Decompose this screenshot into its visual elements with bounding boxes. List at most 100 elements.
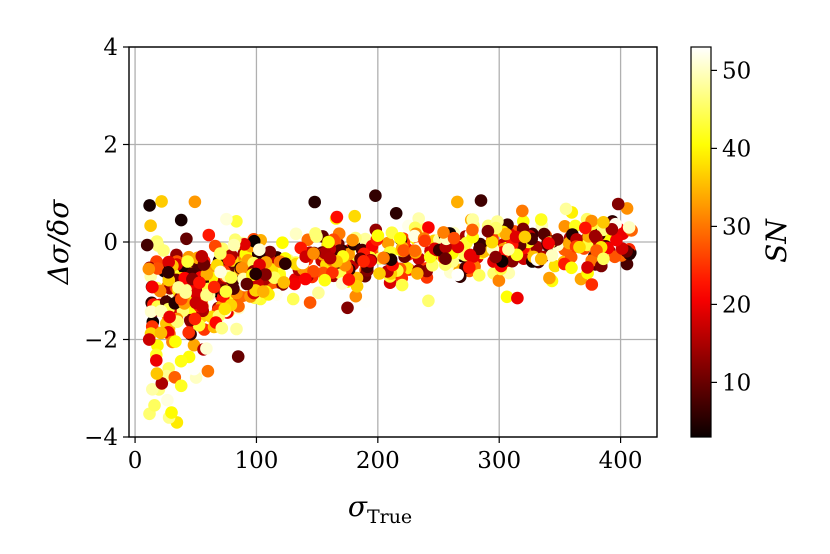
scatter-point [323,251,337,265]
scatter-point [605,223,619,236]
scatter-point [463,248,477,262]
scatter-point [142,262,156,276]
scatter-point [154,326,168,340]
scatter-point [230,215,243,228]
scatter-point [341,301,354,315]
scatter-point [330,210,344,224]
scatter-point [349,289,363,303]
scatter-point [151,262,165,275]
scatter-point [395,278,409,292]
scatter-point [451,268,465,282]
axes: 0 100 200 300 400 4 2 0 −2 −4 [84,35,658,474]
y-axis-label: Δσ/δσ [42,199,75,286]
scatter-point [357,254,370,268]
scatter-point [411,267,424,280]
scatter-point [146,280,159,294]
x-tick-label: 400 [599,448,643,474]
scatter-point [346,233,359,247]
x-tick-label: 200 [356,448,400,474]
scatter-point [573,240,586,254]
scatter-point [481,224,495,238]
scatter-point [161,393,174,407]
scatter-point [558,220,572,233]
scatter-point [220,212,233,226]
scatter-point [224,271,238,284]
scatter-point [162,266,175,279]
x-tick-label: 0 [128,448,143,474]
scatter-point [240,277,254,291]
scatter-point [608,250,622,264]
scatter-point [219,285,233,298]
scatter-point [157,244,170,257]
scatter-point [277,276,291,289]
scatter-point [559,202,573,216]
scatter-point [422,294,435,308]
scatter-point [181,255,194,268]
scatter-point [182,326,195,339]
scatter-point [377,251,390,265]
colorbar: 10 20 30 40 50 [690,46,751,438]
scatter-point [146,383,159,396]
scatter-point [235,261,249,275]
scatter-point [342,273,356,286]
scatter-point [466,223,479,237]
scatter-point [249,267,262,281]
scatter-point [207,280,221,294]
scatter-point [500,290,514,304]
scatter-point [144,305,158,319]
scatter-point [148,399,161,412]
scatter-point [373,267,386,280]
scatter-point [509,230,523,244]
scatter-point [144,219,157,232]
scatter-point [307,265,320,278]
scatter-point [222,253,236,267]
x-axis-label-sub: True [367,506,412,528]
scatter-point [214,265,227,279]
scatter-point [371,229,385,242]
scatter-point [155,195,168,208]
scatter-point [215,321,229,335]
scatter-point [162,255,175,269]
scatter-point [174,379,188,393]
scatter-point [466,213,480,226]
scatter-point [548,259,562,273]
scatter-point [408,244,422,258]
scatter-point [179,286,192,299]
scatter-point [492,274,506,287]
scatter-point [169,335,182,348]
scatter-point [489,250,502,264]
scatter-point [180,232,193,246]
scatter-point [422,221,435,234]
scatter-point [474,194,488,207]
scatter-point [140,238,154,252]
scatter-point [276,236,289,249]
colorbar-gradient [690,46,712,438]
scatter-point [451,195,464,209]
scatter-point [174,213,188,227]
x-axis-label: σTrue [348,490,412,528]
scatter-point [165,406,178,419]
scatter-point [597,252,610,266]
scatter-point [286,292,300,306]
scatter-point [163,310,176,324]
scatter-point [155,377,169,390]
scatter-point [309,227,322,240]
scatter-point [252,243,266,256]
scatter-point [195,249,209,263]
scatter-point [543,271,556,285]
scatter-point [369,189,382,202]
scatter-point [200,288,213,302]
scatter-point [485,235,499,249]
scatter-point [418,234,432,248]
scatter-point [358,295,372,309]
scatter-point [511,291,524,305]
scatter-point [256,285,270,298]
scatter-point [516,204,529,218]
scatter-point [534,252,548,266]
scatter-point [150,354,163,367]
scatter-point [389,207,403,220]
scatter-point [263,245,277,259]
y-tick-label: −2 [84,328,118,354]
x-tick-label: 100 [234,448,278,474]
